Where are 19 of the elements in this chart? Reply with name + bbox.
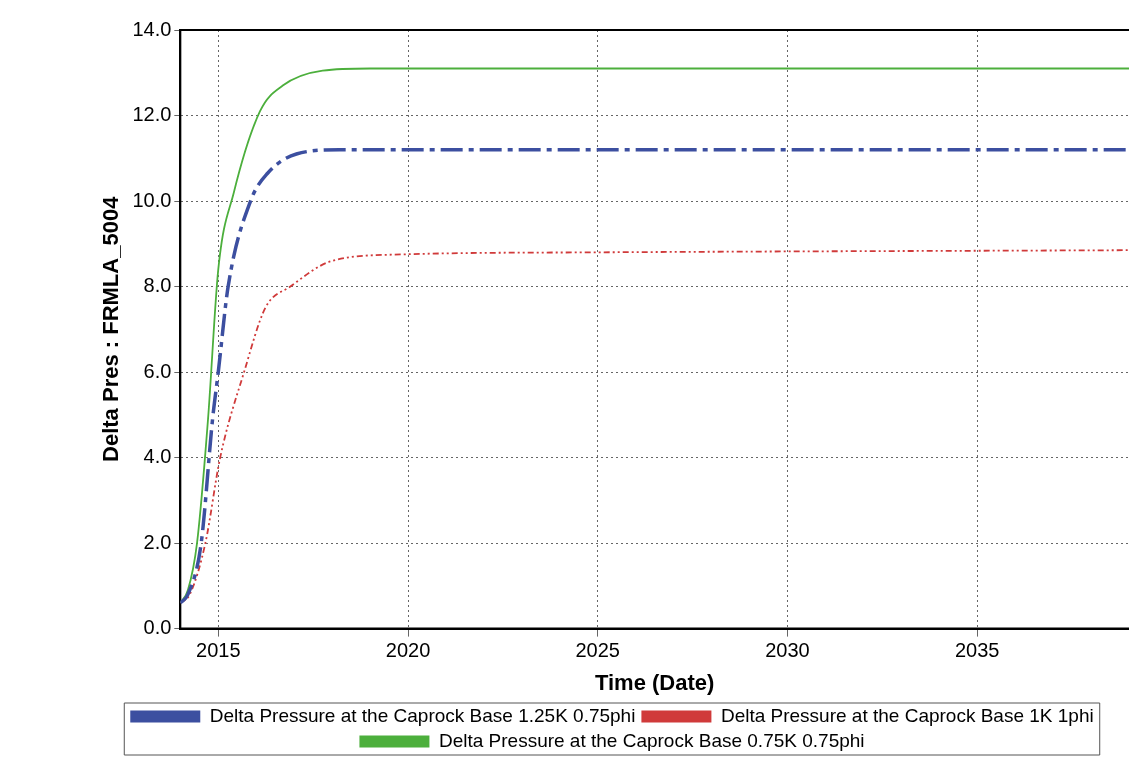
line-series — [180, 147, 1129, 605]
x-tick-label: 2025 — [575, 639, 620, 662]
y-tick-label: 10.0 — [132, 188, 172, 211]
legend-label: Delta Pressure at the Caprock Base 1K 1phi — [720, 704, 1094, 726]
y-tick-label: 4.0 — [143, 445, 172, 468]
x-tick-label: 2030 — [765, 639, 810, 662]
legend-label: Delta Pressure at the Caprock Base 1.25K 0.75phi — [209, 704, 636, 726]
legend-label: Delta Pressure at the Caprock Base 0.75K 0.75phi — [438, 729, 865, 751]
x-tick-label: 2020 — [385, 639, 431, 662]
y-tick-label: 0.0 — [143, 616, 172, 639]
y-tick-label: 12.0 — [132, 103, 172, 126]
y-tick-label: 14.0 — [132, 17, 172, 40]
y-axis-title: Delta Pres : FRMLA_5004 — [98, 195, 124, 462]
x-axis-title: Time (Date) — [594, 669, 715, 695]
x-tick-label: 2015 — [196, 639, 241, 662]
x-tick-label: 2035 — [954, 639, 1000, 662]
y-tick-label: 2.0 — [143, 530, 172, 553]
y-tick-label: 6.0 — [143, 359, 172, 382]
y-tick-label: 8.0 — [143, 274, 172, 297]
